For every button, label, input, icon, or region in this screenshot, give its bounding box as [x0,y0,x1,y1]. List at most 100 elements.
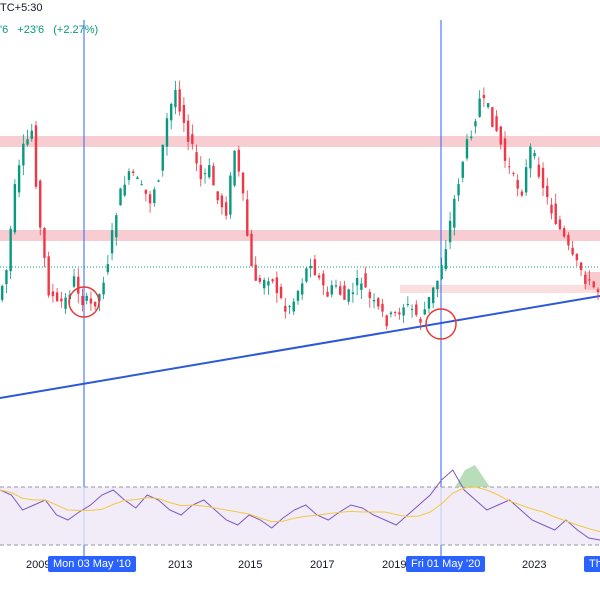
candle-body [77,276,80,294]
candle-body [360,283,363,290]
candle-body [123,184,126,196]
candle-body [393,312,397,314]
candle-body [241,172,245,194]
candle-body [165,118,169,147]
candle-body [81,295,84,306]
candle-body [440,265,443,280]
time-axis-label: 2023 [522,559,546,571]
candle-body [486,103,490,108]
candle-body [267,281,270,286]
candle-body [343,285,346,300]
candle-body [93,301,97,307]
candle-body [457,184,460,196]
candle-body [271,279,274,282]
time-axis-label: 2015 [238,559,262,571]
candle-body [47,256,50,296]
candle-body [474,121,477,127]
candle-body [208,165,211,178]
candle-body [127,171,131,180]
time-axis: 2009 2013 2015 2017 2019 2023 [26,559,546,571]
candle-body [524,167,528,193]
support-zone-far-right [584,272,600,290]
candle-body [144,189,148,194]
candle-body [571,247,574,255]
candle-body [427,296,431,309]
candle-body [423,309,426,315]
candle-body [148,194,152,204]
candle-body [60,298,63,302]
candle-body [592,281,595,288]
candle-body [351,292,355,295]
candle-body [444,249,448,270]
candle-body [89,298,93,304]
candle-body [174,89,177,108]
price-change-percent: (+2.27%) [53,24,99,36]
candlestick-series [1,80,600,330]
candle-body [482,94,486,99]
candle-body [9,228,12,272]
candle-body [415,304,418,315]
candle-body [313,259,317,276]
candle-body [470,136,473,139]
candle-body [529,146,532,169]
candle-body [296,290,300,301]
candle-body [305,268,308,282]
candle-body [588,279,591,281]
candle-body [136,177,139,180]
candle-body [186,120,190,142]
candle-body [385,315,388,327]
candle-body [436,280,439,290]
candle-body [85,295,88,301]
rsi-line [0,469,600,541]
candle-body [254,264,257,281]
candle-body [398,312,401,315]
candle-body [288,306,291,308]
candle-body [381,303,384,312]
candle-body [499,126,502,145]
candle-body [110,230,114,254]
candle-body [72,276,76,287]
candle-body [224,202,228,216]
rsi-band [0,487,600,545]
candle-body [170,103,173,121]
candle-body [309,265,312,269]
candle-body [546,185,549,198]
candle-body [157,180,160,182]
time-axis-label: 2019 [382,559,406,571]
candle-body [233,150,236,186]
horizontal-zones [0,136,600,293]
candle-body [478,98,481,117]
candle-body [584,274,587,284]
candle-body [246,199,249,236]
candle-body [431,287,435,304]
candle-body [558,219,562,230]
price-value: '6 [0,24,9,36]
resistance-zone-middle [0,230,600,241]
candle-body [508,166,511,168]
candle-body [212,165,215,186]
candle-body [250,233,253,267]
candle-body [533,153,536,157]
candle-body [389,312,393,315]
rsi-overbought-fill [455,465,490,487]
time-axis-label: 2009 [26,559,50,571]
candle-body [220,195,224,208]
candle-body [453,198,456,228]
candle-body [98,294,101,302]
candle-body [406,304,410,306]
candle-body [284,305,287,312]
candle-body [461,161,464,178]
candle-body [195,152,198,164]
candle-body [102,282,105,295]
candle-body [495,116,498,131]
candle-body [512,172,515,174]
candle-body [567,235,570,246]
candle-body [153,189,156,204]
candle-body [339,286,342,295]
candle-body [537,164,541,177]
support-zone-right [400,285,600,293]
candle-body [13,184,17,233]
candle-body [465,139,469,159]
candle-body [203,173,207,175]
